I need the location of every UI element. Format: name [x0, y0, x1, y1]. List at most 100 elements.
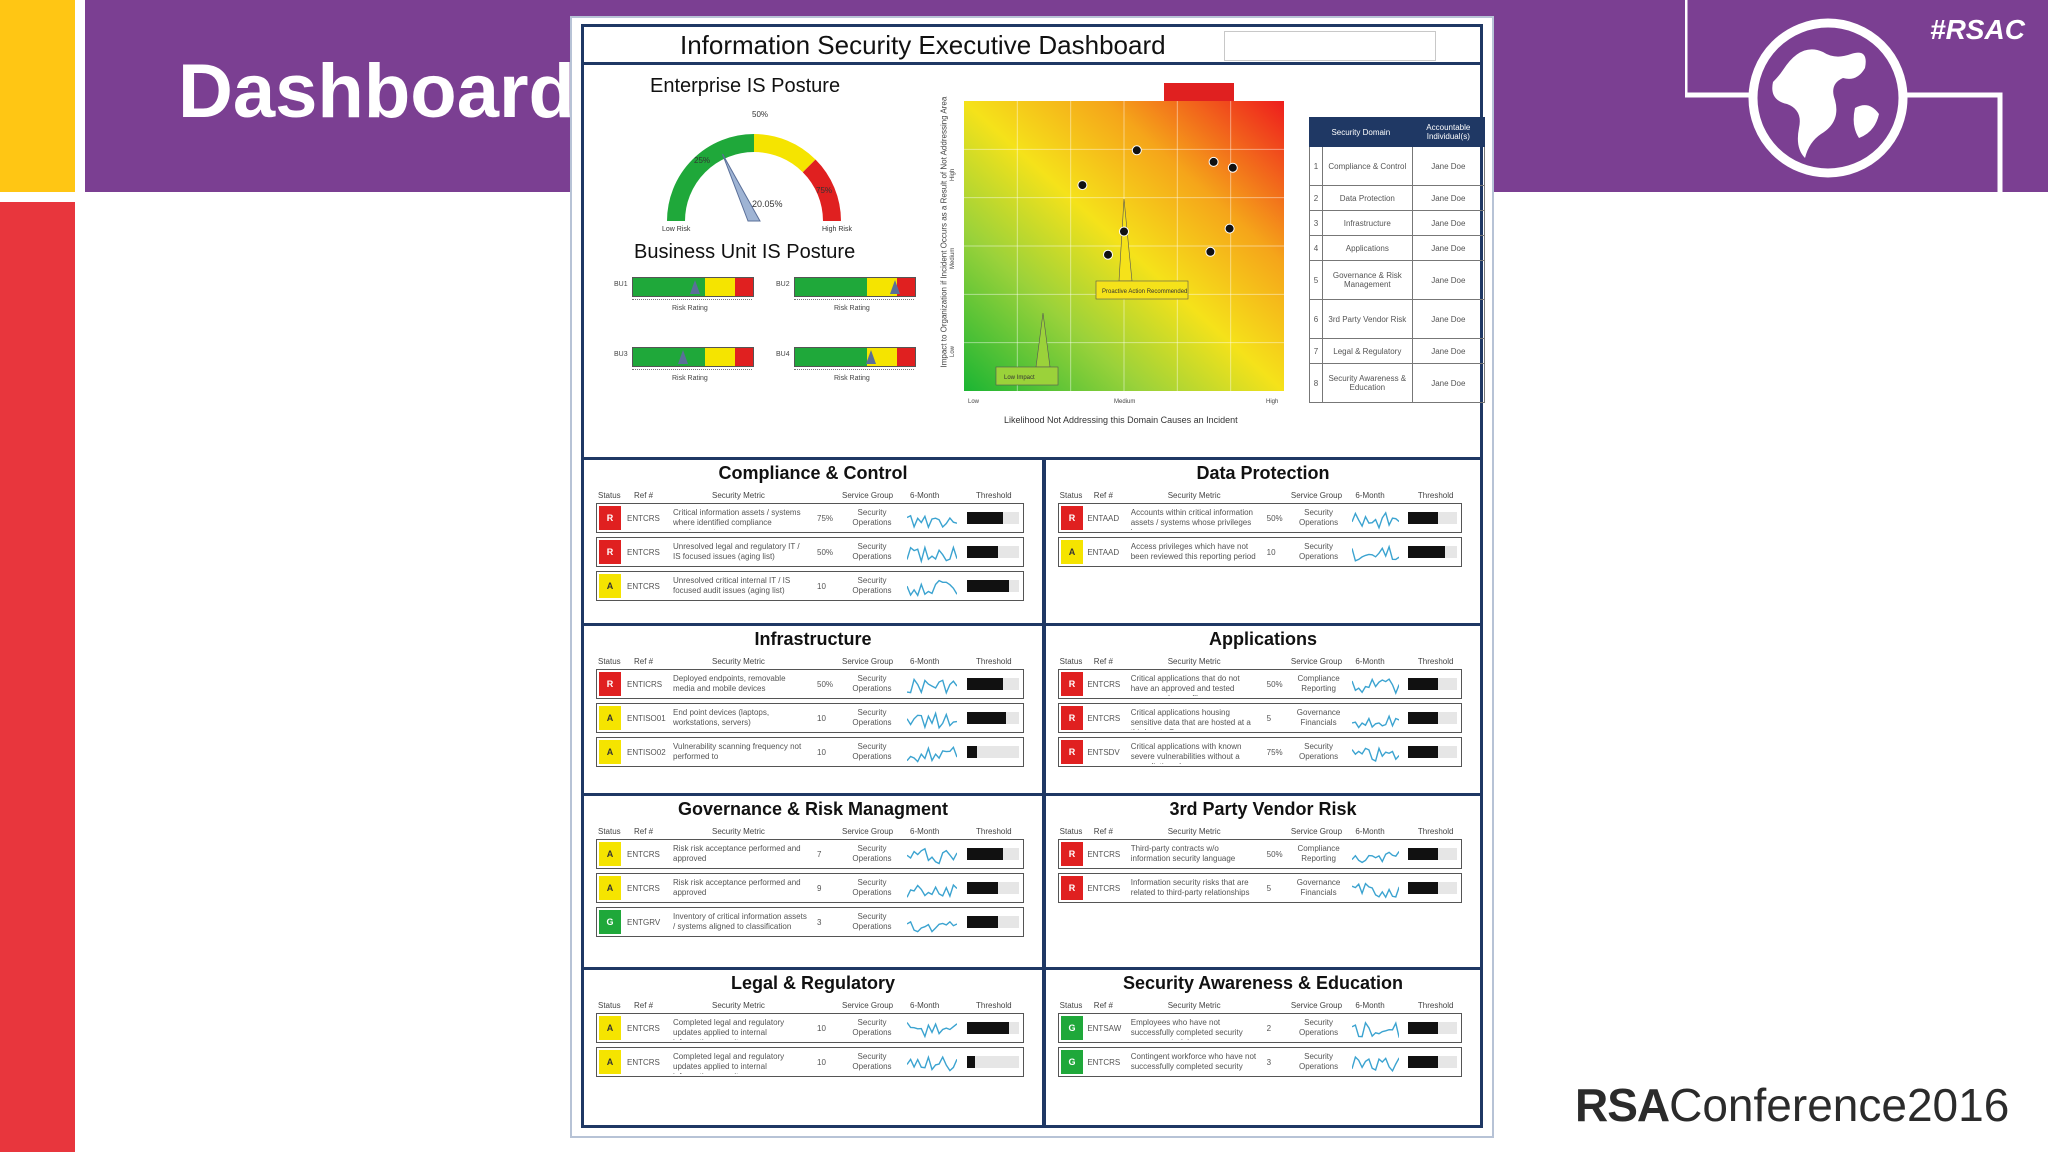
metric-row[interactable]: R ENTCRS Critical applications that do not…	[1058, 669, 1462, 699]
threshold-bar	[967, 746, 1019, 758]
metric-row[interactable]: R ENTAAD Accounts within critical informat…	[1058, 503, 1462, 533]
column-header-ref: Ref #	[634, 1001, 654, 1010]
threshold-bar	[967, 512, 1019, 524]
heatmap-x-label: Likelihood Not Addressing this Domain Ca…	[1004, 415, 1238, 425]
threshold-bar	[1408, 746, 1458, 758]
domain-owner: Jane Doe	[1411, 363, 1486, 403]
column-header-trend: 6-Month	[1355, 1001, 1385, 1010]
business-unit-axis-label: Risk Rating	[672, 305, 708, 312]
metric-value: 5	[1266, 714, 1272, 723]
metric-description: Deployed endpoints, removable media and …	[673, 674, 786, 693]
threshold-bar	[1408, 882, 1458, 894]
column-header-metric: Security Metric	[1167, 827, 1221, 836]
column-header-metric: Security Metric	[712, 491, 765, 500]
metric-row[interactable]: R ENTCRS Information security risks that a…	[1058, 873, 1462, 903]
trend-sparkline	[907, 579, 957, 598]
business-unit-gauge: BU2 Risk Rating	[776, 275, 926, 335]
service-group: Security Operations	[852, 878, 892, 897]
domain-owner: Jane Doe	[1411, 299, 1486, 339]
metric-row[interactable]: A ENTCRS Unresolved critical internal IT /…	[596, 571, 1024, 601]
metric-ref: ENTCRS	[627, 884, 660, 893]
column-header-group: Service Group	[842, 491, 894, 500]
metric-value: 50%	[1266, 514, 1283, 523]
metric-row[interactable]: G ENTSAW Employees who have not successful…	[1058, 1013, 1462, 1043]
metric-value: 2	[1266, 1024, 1272, 1033]
metric-row[interactable]: A ENTISO02 Vulnerability scanning frequenc…	[596, 737, 1024, 767]
sparkline-path	[907, 710, 957, 730]
metric-description: Access privileges which have not been re…	[1130, 542, 1256, 561]
metric-ref: ENTISO02	[627, 748, 666, 757]
business-unit-gauge: BU1 Risk Rating	[614, 275, 764, 335]
domain-row: 8 Security Awareness & Education Jane Doe	[1309, 363, 1486, 403]
y-tick-medium: Medium	[950, 248, 956, 269]
metric-row[interactable]: A ENTCRS Completed legal and regulatory up…	[596, 1047, 1024, 1077]
metric-row[interactable]: R ENTCRS Critical information assets / sys…	[596, 503, 1024, 533]
metric-section: Applications Status Ref # Security Metric Se…	[1046, 623, 1480, 795]
domain-number: 4	[1309, 235, 1323, 261]
metric-value: 3	[1266, 1058, 1272, 1067]
metric-description: Risk risk acceptance performed and appro…	[673, 878, 801, 897]
metric-row[interactable]: A ENTAAD Access privileges which have not …	[1058, 537, 1462, 567]
gauge-tick-25: 25%	[694, 156, 710, 165]
heatmap-point	[1119, 226, 1129, 237]
risk-heatmap: Proactive Action Recommended Low Impact …	[950, 83, 1284, 405]
metric-sections: Compliance & Control Status Ref # Security …	[584, 457, 1480, 1125]
threshold-fill	[1408, 848, 1438, 860]
threshold-fill	[1408, 678, 1438, 690]
metric-row[interactable]: G ENTCRS Contingent workforce who have not…	[1058, 1047, 1462, 1077]
service-group: Security Operations	[852, 674, 892, 693]
service-group: Security Operations	[1298, 542, 1339, 561]
metric-row[interactable]: A ENTCRS Risk risk acceptance performed an…	[596, 873, 1024, 903]
sparkline-path	[907, 1054, 957, 1072]
gauge-band-2	[802, 159, 841, 222]
threshold-fill	[1408, 1022, 1438, 1034]
service-group: Security Operations	[852, 708, 892, 727]
section-divider	[1042, 457, 1046, 1125]
trend-sparkline	[907, 514, 957, 530]
yellow-accent-bar	[0, 0, 75, 192]
metric-value: 50%	[817, 548, 834, 557]
column-header-trend: 6-Month	[910, 491, 940, 500]
metric-row[interactable]: R ENTCRS Critical applications housing sen…	[1058, 703, 1462, 733]
threshold-bar	[967, 848, 1019, 860]
metric-ref: ENTISO01	[627, 714, 666, 723]
sparkline-path	[907, 677, 957, 695]
business-unit-name: BU3	[614, 351, 628, 358]
metric-row[interactable]: A ENTISO01 End point devices (laptops, wor…	[596, 703, 1024, 733]
heatmap-point	[1131, 145, 1142, 156]
trend-sparkline	[907, 1022, 957, 1039]
trend-sparkline	[1351, 1021, 1399, 1038]
section-title: Compliance & Control	[718, 463, 908, 483]
threshold-bar	[1408, 546, 1458, 558]
status-badge: A	[599, 1016, 621, 1040]
conference-logo-text: Conference2016	[1669, 1079, 2010, 1131]
sparkline-path	[907, 847, 957, 865]
service-group: Security Operations	[852, 912, 892, 931]
threshold-fill	[967, 848, 1004, 860]
y-tick-low: Low	[950, 345, 956, 357]
metric-row[interactable]: R ENTCRS Third-party contracts w/o informa…	[1058, 839, 1462, 869]
metric-ref: ENTGRV	[627, 918, 661, 927]
status-badge: A	[599, 740, 621, 764]
metric-row[interactable]: G ENTGRV Inventory of critical information…	[596, 907, 1024, 937]
metric-description: Information security risks that are rela…	[1130, 878, 1250, 897]
domain-name: Governance & Risk Management	[1322, 260, 1413, 300]
status-badge: G	[1061, 1050, 1083, 1074]
trend-sparkline	[907, 710, 957, 730]
business-unit-name: BU2	[776, 281, 790, 288]
gauge-value: 20.05%	[752, 199, 783, 209]
threshold-fill	[967, 916, 999, 928]
metric-row[interactable]: A ENTCRS Risk risk acceptance performed an…	[596, 839, 1024, 869]
metric-row[interactable]: R ENTCRS Unresolved legal and regulatory I…	[596, 537, 1024, 567]
sparkline-path	[1351, 882, 1399, 899]
callout-low-box	[995, 366, 1059, 386]
dashboard-document: Information Security Executive Dashboard…	[570, 16, 1494, 1138]
metric-description: Critical applications with known severe …	[1130, 742, 1242, 764]
metric-row[interactable]: R ENTICRS Deployed endpoints, removable me…	[596, 669, 1024, 699]
metric-row[interactable]: R ENTSDV Critical applications with known …	[1058, 737, 1462, 767]
trend-sparkline	[1351, 882, 1399, 899]
metric-row[interactable]: A ENTCRS Completed legal and regulatory up…	[596, 1013, 1024, 1043]
column-header-ref: Ref #	[634, 491, 654, 500]
gauge-tick-low: Low Risk	[662, 226, 691, 233]
domain-number: 5	[1309, 260, 1323, 300]
